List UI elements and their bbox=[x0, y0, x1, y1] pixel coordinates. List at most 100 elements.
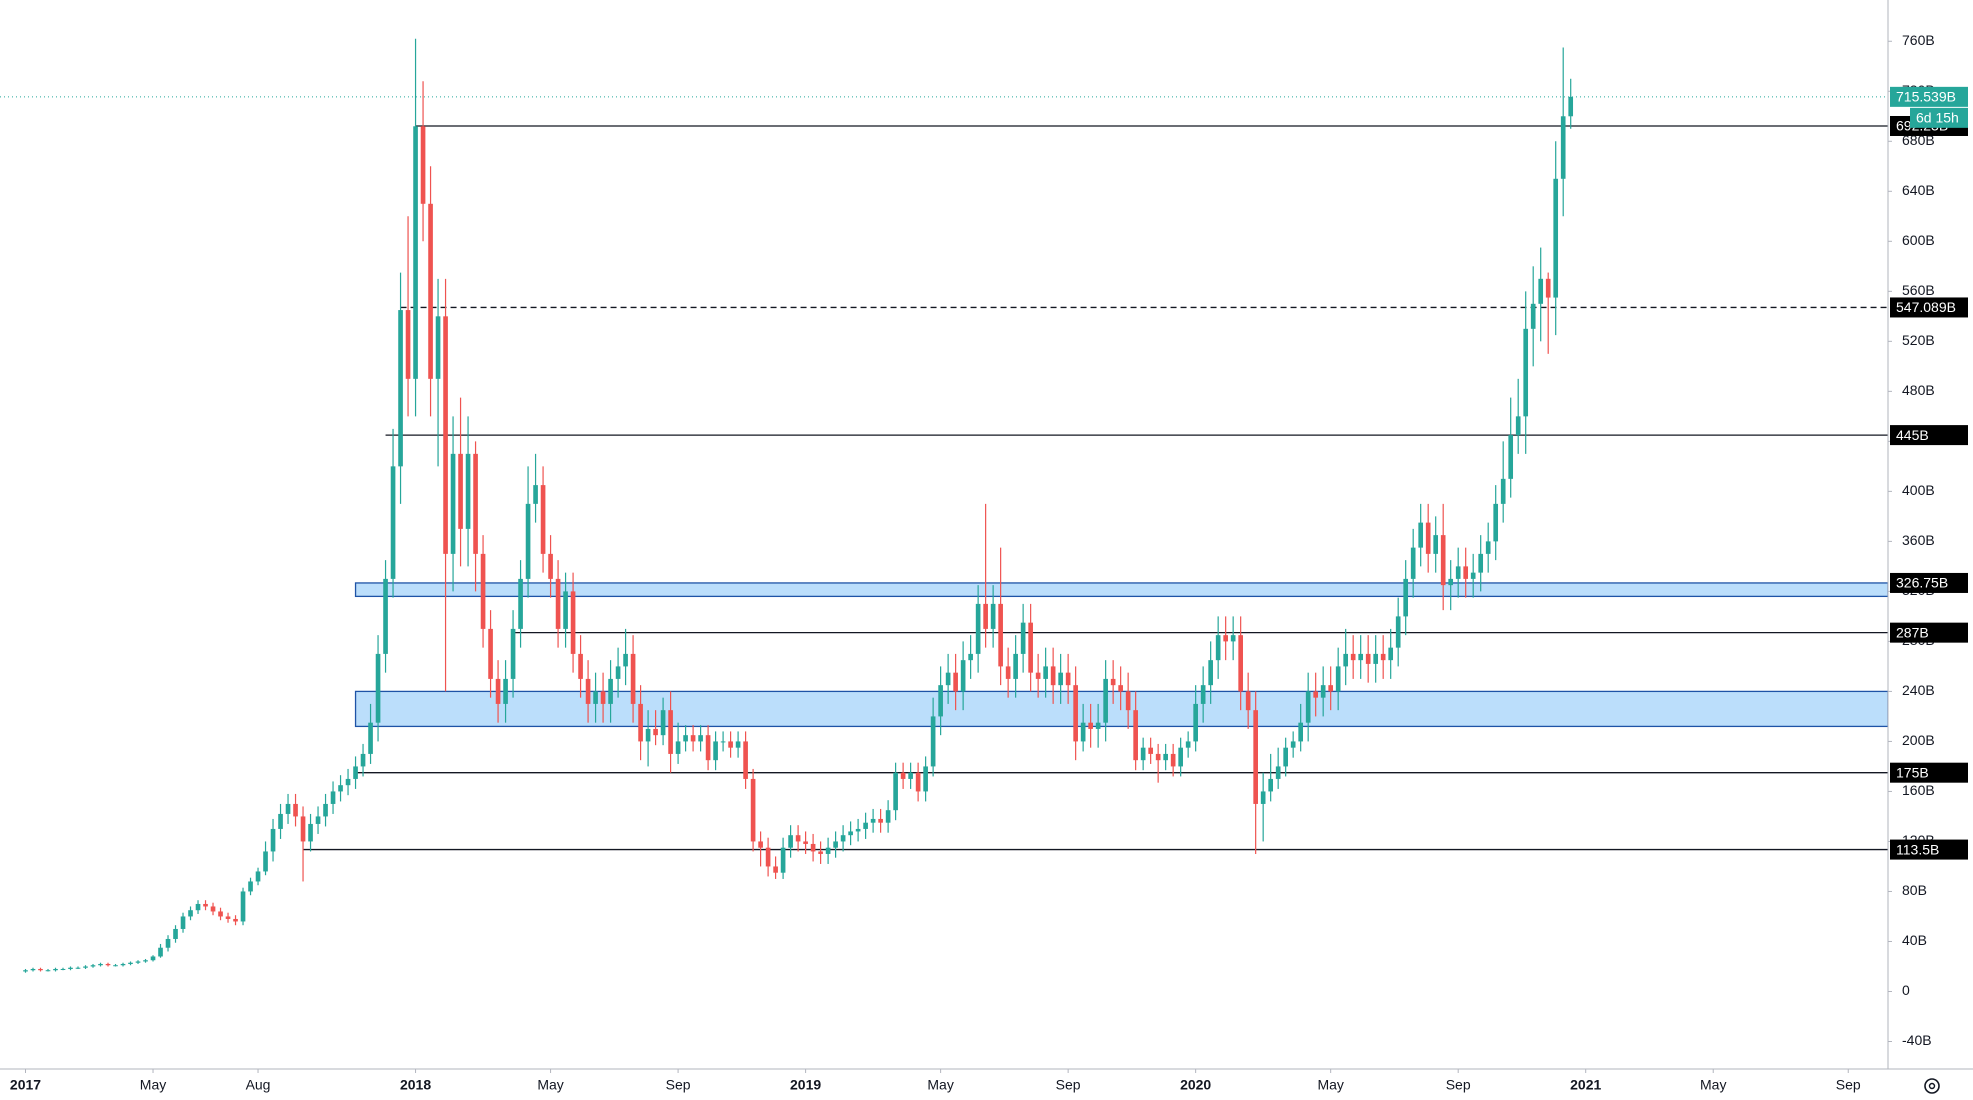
candle-body bbox=[1125, 691, 1131, 711]
candle-body bbox=[788, 835, 793, 848]
candle-body bbox=[660, 710, 666, 736]
candle-body bbox=[1313, 691, 1318, 698]
candle-body bbox=[368, 722, 373, 754]
candle-body bbox=[503, 678, 508, 704]
candle-body bbox=[1155, 753, 1161, 761]
candle-body bbox=[638, 703, 643, 742]
candle-body bbox=[458, 453, 463, 529]
candle-body bbox=[435, 316, 441, 379]
candle-body bbox=[60, 968, 66, 970]
candle-body bbox=[630, 653, 636, 704]
candle-body bbox=[720, 741, 726, 743]
candle-body bbox=[285, 803, 291, 814]
candle-body bbox=[773, 866, 778, 873]
x-tick-label: Aug bbox=[246, 1077, 271, 1093]
y-tick-label: 0 bbox=[1902, 982, 1910, 998]
candle-body bbox=[1530, 303, 1536, 329]
candle-body bbox=[938, 685, 943, 717]
candle-body bbox=[1500, 478, 1506, 504]
candle-body bbox=[180, 916, 186, 929]
candle-body bbox=[1275, 766, 1281, 779]
candle-body bbox=[728, 741, 733, 748]
candle-body bbox=[548, 553, 553, 579]
candle-body bbox=[1485, 541, 1491, 554]
candle-body bbox=[1350, 653, 1356, 661]
candle-body bbox=[608, 678, 613, 704]
candle-body bbox=[1320, 685, 1326, 698]
candle-body bbox=[38, 968, 43, 971]
candle-body bbox=[833, 841, 838, 848]
candle-body bbox=[1110, 678, 1116, 686]
candle-body bbox=[998, 603, 1003, 667]
candle-body bbox=[1523, 328, 1529, 417]
candle-body bbox=[1373, 653, 1379, 664]
candle-body bbox=[615, 666, 621, 679]
candle-body bbox=[143, 960, 148, 962]
candle-body bbox=[240, 891, 246, 922]
candle-body bbox=[1553, 178, 1559, 298]
candle-body bbox=[750, 778, 756, 842]
candle-body bbox=[113, 965, 118, 967]
y-tick-label: 40B bbox=[1902, 932, 1927, 948]
candle-body bbox=[915, 772, 921, 792]
price-axis bbox=[1888, 0, 1973, 1069]
x-tick-label: May bbox=[927, 1077, 953, 1093]
candle-body bbox=[420, 126, 426, 204]
candle-body bbox=[1283, 747, 1288, 767]
candle-body bbox=[510, 628, 516, 679]
candle-body bbox=[330, 791, 336, 804]
candle-body bbox=[1163, 753, 1168, 761]
candle-body bbox=[578, 653, 583, 679]
candle-body bbox=[1515, 416, 1521, 436]
candle-body bbox=[960, 660, 966, 692]
candle-body bbox=[278, 813, 283, 829]
candle-body bbox=[1208, 660, 1213, 686]
candle-body bbox=[900, 772, 906, 779]
candle-body bbox=[953, 672, 958, 692]
candle-body bbox=[1493, 503, 1499, 542]
candle-body bbox=[413, 126, 418, 379]
candle-body bbox=[990, 603, 996, 629]
candle-body bbox=[30, 968, 36, 971]
candle-body bbox=[645, 728, 651, 742]
candle-body bbox=[705, 735, 711, 761]
candle-body bbox=[338, 785, 343, 792]
level-label-box bbox=[1890, 762, 1968, 783]
candle-body bbox=[818, 851, 823, 854]
candle-body bbox=[1035, 672, 1041, 679]
candle-body bbox=[68, 967, 73, 969]
candle-body bbox=[353, 766, 358, 779]
x-tick-label: 2019 bbox=[790, 1077, 821, 1093]
candle-body bbox=[1290, 741, 1296, 748]
candle-body bbox=[1005, 666, 1011, 679]
candle-body bbox=[713, 741, 718, 761]
y-tick-label: 520B bbox=[1902, 332, 1935, 348]
candle-body bbox=[233, 918, 238, 922]
x-tick-label: Sep bbox=[1446, 1077, 1471, 1093]
y-tick-label: 240B bbox=[1902, 682, 1935, 698]
candle-body bbox=[765, 847, 771, 867]
candle-body bbox=[1538, 278, 1544, 304]
candle-body bbox=[803, 841, 808, 844]
last-price-label: 715.539B bbox=[1896, 89, 1956, 105]
candle-body bbox=[1170, 753, 1176, 767]
candle-body bbox=[1050, 666, 1056, 686]
candle-body bbox=[855, 828, 861, 832]
candle-body bbox=[383, 578, 388, 654]
y-tick-label: 760B bbox=[1902, 32, 1935, 48]
candle-body bbox=[1568, 96, 1574, 117]
candle-body bbox=[518, 578, 523, 629]
candle-body bbox=[585, 678, 591, 704]
y-tick-label: 400B bbox=[1902, 482, 1935, 498]
settings-button[interactable] bbox=[1924, 1078, 1940, 1094]
candle-body bbox=[983, 603, 988, 629]
x-tick-label: May bbox=[1700, 1077, 1726, 1093]
time-axis bbox=[0, 1069, 1973, 1100]
candle-body bbox=[323, 803, 328, 817]
candle-body bbox=[1305, 691, 1311, 723]
candle-body bbox=[780, 847, 786, 873]
countdown: 6d 15h bbox=[1916, 110, 1959, 126]
candle-body bbox=[248, 881, 253, 892]
candle-body bbox=[1425, 522, 1431, 554]
